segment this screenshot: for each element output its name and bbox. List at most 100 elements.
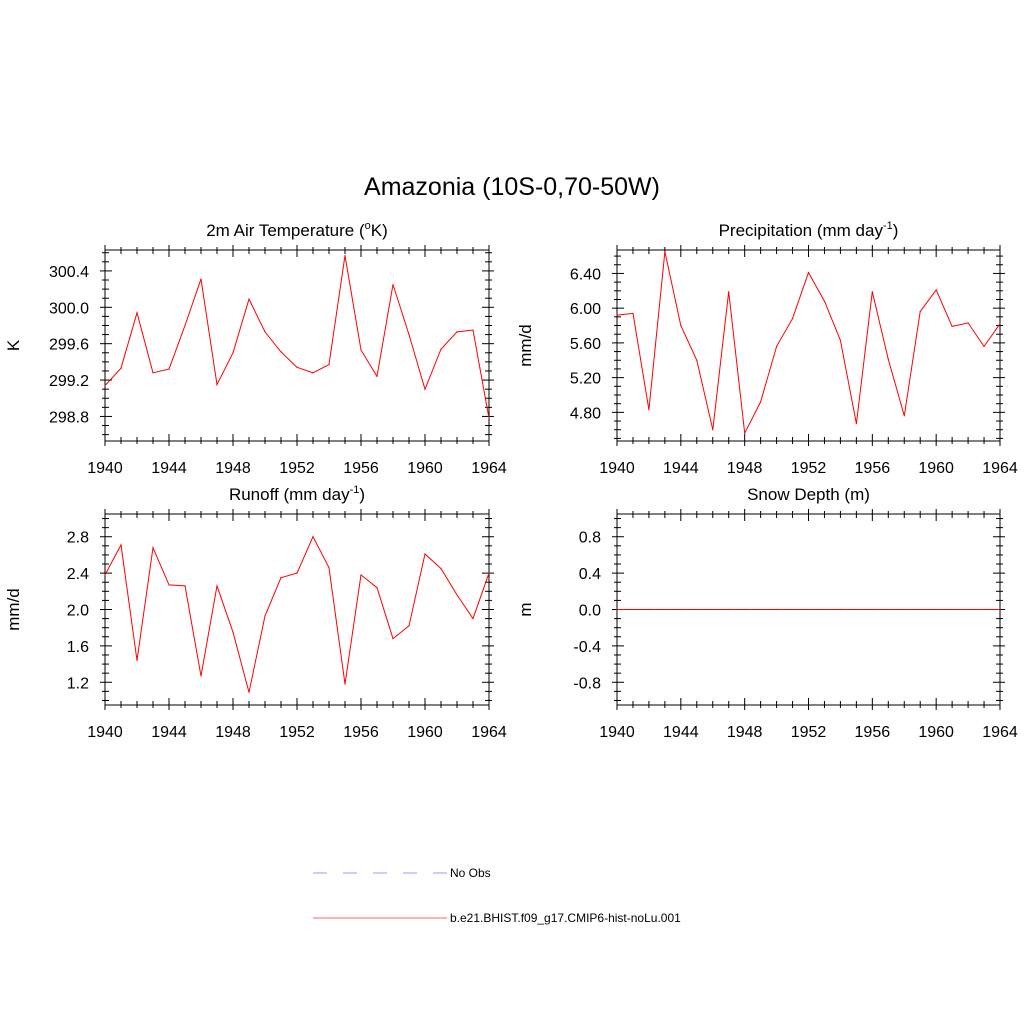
runoff-data-point <box>216 585 218 587</box>
temperature-data-point <box>136 312 138 314</box>
runoff-data-point <box>200 675 202 677</box>
snow-depth-data-point <box>728 608 730 611</box>
panel-runoff: Runoff (mm day-1) mm/d 1940 1944 1948 1952 195… <box>4 484 507 741</box>
snow-depth-data-point <box>632 608 634 611</box>
runoff-xtick-label: 1964 <box>471 724 507 741</box>
figure-title: Amazonia (10S-0,70-50W) <box>364 173 660 201</box>
snow-depth-data-point <box>871 608 873 611</box>
precipitation-data-point <box>632 312 634 314</box>
precipitation-ytick-label: 5.60 <box>570 336 601 353</box>
precipitation-xtick-label: 1948 <box>727 460 763 477</box>
snow-depth-data-point <box>616 608 618 611</box>
legend: No Obs b.e21.BHIST.f09_g17.CMIP6-hist-no… <box>313 866 681 925</box>
precipitation-data-point <box>696 359 698 361</box>
runoff-axes-frame <box>104 513 490 706</box>
precipitation-data-point <box>919 311 921 313</box>
temperature-xtick-label: 1956 <box>343 460 379 477</box>
temperature-data-point <box>440 348 442 350</box>
snow-depth-data-point <box>951 608 953 611</box>
temperature-data-point <box>232 352 234 354</box>
runoff-ytick-label: 2.0 <box>67 603 89 620</box>
runoff-ylabel: mm/d <box>4 588 23 631</box>
runoff-ytick-label: 2.8 <box>67 530 89 547</box>
snow-depth-data-point <box>712 608 714 611</box>
precipitation-data-point <box>887 358 889 360</box>
temperature-data-point <box>120 367 122 369</box>
runoff-data-point <box>408 625 410 627</box>
temperature-data-point <box>296 366 298 368</box>
temperature-ytick-label: 299.6 <box>49 337 89 354</box>
temperature-data-point <box>328 364 330 366</box>
runoff-data-point <box>392 638 394 640</box>
runoff-ytick-label: 2.4 <box>67 566 89 583</box>
precipitation-ytick-label: 4.80 <box>570 405 601 422</box>
snow-depth-data-point <box>648 608 650 611</box>
precipitation-data-point <box>903 415 905 417</box>
temperature-ytick-label: 300.0 <box>49 300 89 317</box>
snow-depth-xtick-label: 1964 <box>982 724 1018 741</box>
runoff-xtick-label: 1944 <box>151 724 187 741</box>
precipitation-ytick-label: 5.20 <box>570 371 601 388</box>
temperature-data-point <box>344 254 346 257</box>
snow-depth-data-point <box>903 608 905 611</box>
precipitation-data-point <box>855 423 857 425</box>
snow-depth-title: Snow Depth (m) <box>747 485 870 504</box>
precipitation-data-point <box>712 429 714 431</box>
precipitation-title: Precipitation (mm day-1) <box>719 220 899 240</box>
precipitation-data-point <box>967 322 969 324</box>
panel-snow-depth: Snow Depth (m) m 1940 1944 1948 1952 1956 1960 1… <box>516 485 1018 741</box>
snow-depth-data-point <box>855 608 857 611</box>
temperature-ytick-label: 299.2 <box>49 373 89 390</box>
precipitation-xtick-label: 1964 <box>982 460 1018 477</box>
snow-depth-ytick-label: 0.8 <box>579 530 601 547</box>
runoff-data-point <box>280 577 282 579</box>
precipitation-data-point <box>951 325 953 327</box>
temperature-ytick-label: 300.4 <box>49 264 89 281</box>
temperature-axes-frame <box>104 249 490 442</box>
runoff-data-point <box>424 553 426 555</box>
precipitation-xtick-label: 1944 <box>663 460 699 477</box>
runoff-data-point <box>360 574 362 576</box>
temperature-xtick-label: 1960 <box>407 460 443 477</box>
temperature-data-point <box>168 368 170 370</box>
snow-depth-data-point <box>999 608 1001 611</box>
temperature-data-point <box>472 329 474 331</box>
precipitation-data-point <box>648 409 650 411</box>
snow-depth-xtick-label: 1944 <box>663 724 699 741</box>
snow-depth-data-point <box>760 608 762 611</box>
temperature-data-point <box>376 375 378 378</box>
runoff-series-line <box>104 535 490 693</box>
precipitation-data-point <box>664 251 666 253</box>
precipitation-series-line <box>616 251 1001 435</box>
temperature-data-point <box>264 331 266 333</box>
precipitation-data-point <box>616 314 618 316</box>
runoff-data-point <box>168 584 170 586</box>
temperature-data-point <box>408 333 410 336</box>
snow-depth-data-point <box>696 608 698 611</box>
temperature-data-point <box>104 384 106 387</box>
snow-depth-data-point <box>664 608 666 611</box>
panel-precipitation: Precipitation (mm day-1) mm/d 1940 1944 1948… <box>516 220 1018 477</box>
precipitation-axes-frame <box>616 249 1001 442</box>
snow-depth-xtick-label: 1956 <box>855 724 891 741</box>
runoff-xtick-label: 1948 <box>215 724 251 741</box>
runoff-data-point <box>152 547 154 549</box>
precipitation-ytick-label: 6.00 <box>570 301 601 318</box>
snow-depth-data-point <box>887 608 889 611</box>
precipitation-data-point <box>935 289 937 291</box>
precipitation-data-point <box>823 300 826 302</box>
precipitation-ylabel: mm/d <box>516 324 535 367</box>
legend-label-model: b.e21.BHIST.f09_g17.CMIP6-hist-noLu.001 <box>450 911 681 925</box>
snow-depth-data-point <box>823 608 826 611</box>
runoff-data-point <box>296 572 298 574</box>
runoff-data-point <box>344 683 346 685</box>
runoff-data-point <box>120 544 122 546</box>
temperature-data-point <box>424 388 426 390</box>
snow-depth-ytick-label: 0.4 <box>579 566 601 583</box>
temperature-data-point <box>248 298 250 300</box>
runoff-data-point <box>456 594 458 596</box>
snow-depth-xtick-label: 1952 <box>791 724 827 741</box>
temperature-ytick-label: 298.8 <box>49 409 89 426</box>
precipitation-data-point <box>791 317 794 320</box>
temperature-ylabel: K <box>4 339 23 351</box>
